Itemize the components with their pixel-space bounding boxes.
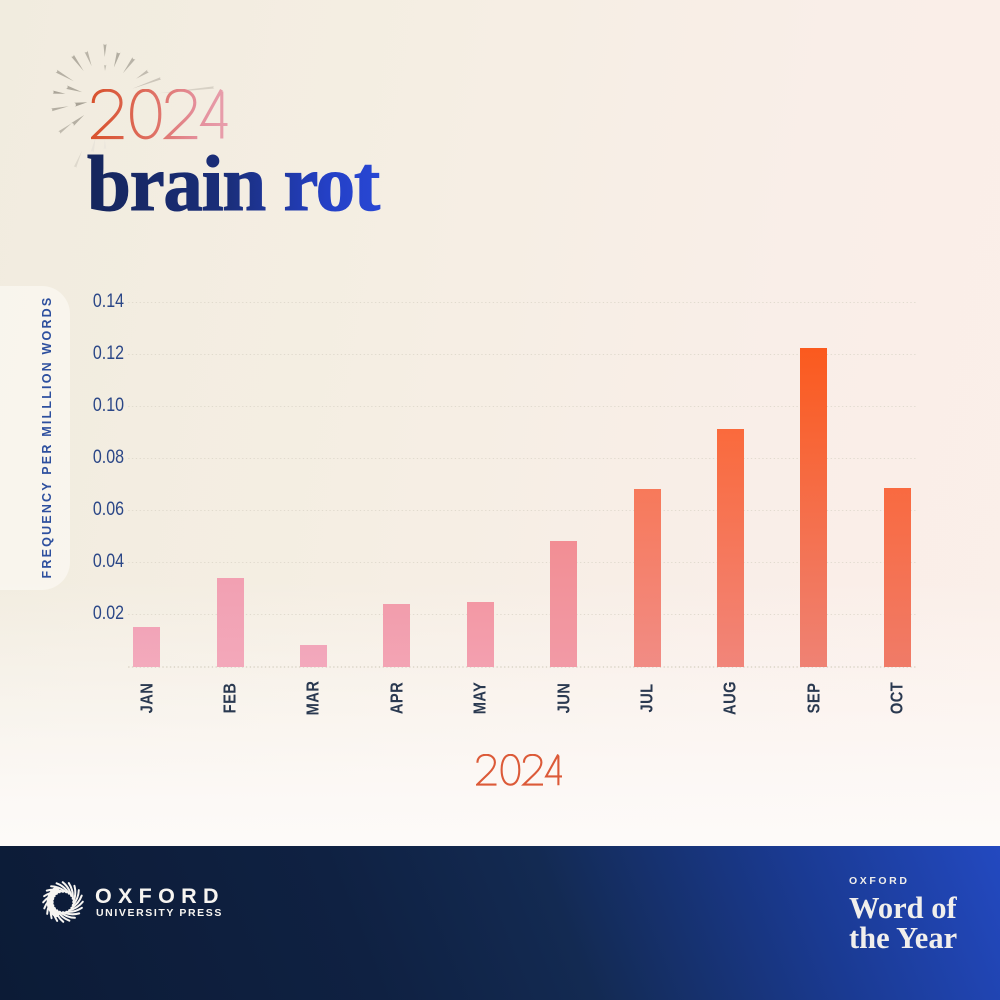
svg-text:brain rot: brain rot [87, 141, 380, 220]
